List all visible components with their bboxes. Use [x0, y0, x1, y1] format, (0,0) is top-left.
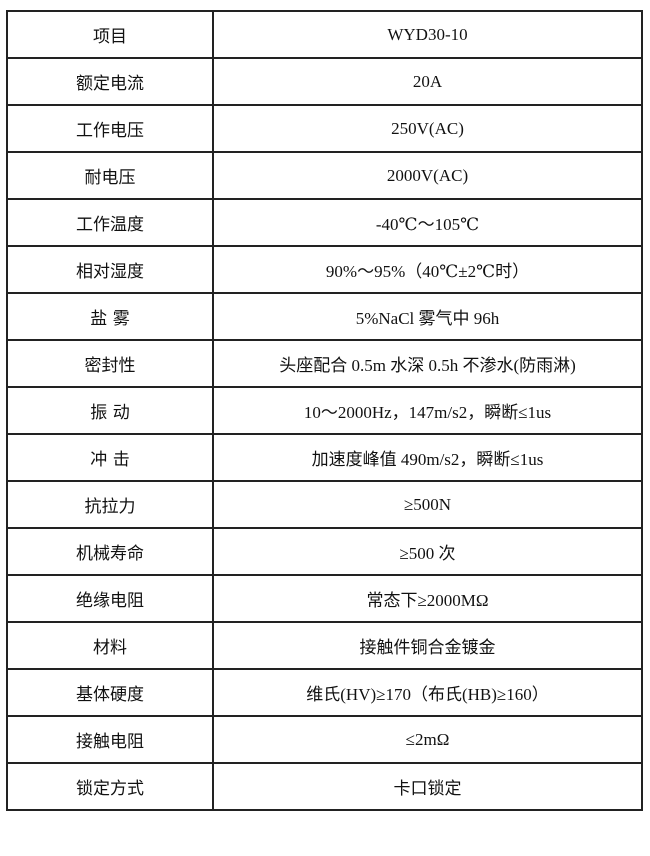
table-row: 密封性 头座配合 0.5m 水深 0.5h 不渗水(防雨淋) — [6, 339, 643, 388]
spec-value: 20A — [212, 57, 643, 106]
spec-value: 10～2000Hz，147m/s2，瞬断≤1us — [212, 386, 643, 435]
spec-label: 密封性 — [6, 339, 214, 388]
spec-value: -40℃～105℃ — [212, 198, 643, 247]
spec-value: 卡口锁定 — [212, 762, 643, 811]
table-row: 项目 WYD30-10 — [6, 10, 643, 59]
spec-value: WYD30-10 — [212, 10, 643, 59]
spec-label: 盐 雾 — [6, 292, 214, 341]
spec-label: 工作电压 — [6, 104, 214, 153]
table-row: 绝缘电阻 常态下≥2000MΩ — [6, 574, 643, 623]
spec-label: 绝缘电阻 — [6, 574, 214, 623]
spec-label: 锁定方式 — [6, 762, 214, 811]
spec-label: 抗拉力 — [6, 480, 214, 529]
spec-label: 冲 击 — [6, 433, 214, 482]
spec-value: ≥500N — [212, 480, 643, 529]
spec-value: 加速度峰值 490m/s2，瞬断≤1us — [212, 433, 643, 482]
table-row: 额定电流 20A — [6, 57, 643, 106]
spec-value: 常态下≥2000MΩ — [212, 574, 643, 623]
spec-label: 相对湿度 — [6, 245, 214, 294]
table-row: 锁定方式 卡口锁定 — [6, 762, 643, 811]
table-row: 接触电阻 ≤2mΩ — [6, 715, 643, 764]
table-row: 工作电压 250V(AC) — [6, 104, 643, 153]
spec-label: 接触电阻 — [6, 715, 214, 764]
spec-label: 基体硬度 — [6, 668, 214, 717]
table-row: 机械寿命 ≥500 次 — [6, 527, 643, 576]
spec-label: 振 动 — [6, 386, 214, 435]
spec-label: 项目 — [6, 10, 214, 59]
spec-label: 机械寿命 — [6, 527, 214, 576]
spec-value: 250V(AC) — [212, 104, 643, 153]
spec-value: 2000V(AC) — [212, 151, 643, 200]
spec-table-body: 项目 WYD30-10 额定电流 20A 工作电压 250V(AC) 耐电压 2000V(AC… — [6, 10, 643, 811]
table-row: 盐 雾 5%NaCl 雾气中 96h — [6, 292, 643, 341]
table-row: 振 动 10～2000Hz，147m/s2，瞬断≤1us — [6, 386, 643, 435]
spec-value: 头座配合 0.5m 水深 0.5h 不渗水(防雨淋) — [212, 339, 643, 388]
spec-value: 5%NaCl 雾气中 96h — [212, 292, 643, 341]
spec-label: 工作温度 — [6, 198, 214, 247]
spec-value: ≥500 次 — [212, 527, 643, 576]
spec-label: 耐电压 — [6, 151, 214, 200]
table-row: 基体硬度 维氏(HV)≥170（布氏(HB)≥160） — [6, 668, 643, 717]
table-row: 抗拉力 ≥500N — [6, 480, 643, 529]
spec-label: 额定电流 — [6, 57, 214, 106]
table-row: 耐电压 2000V(AC) — [6, 151, 643, 200]
spec-value: 90%～95%（40℃±2℃时） — [212, 245, 643, 294]
table-row: 材料 接触件铜合金镀金 — [6, 621, 643, 670]
table-row: 冲 击加速度峰值 490m/s2，瞬断≤1us — [6, 433, 643, 482]
spec-value: ≤2mΩ — [212, 715, 643, 764]
spec-value: 维氏(HV)≥170（布氏(HB)≥160） — [212, 668, 643, 717]
spec-table: 项目 WYD30-10 额定电流 20A 工作电压 250V(AC) 耐电压 2000V(AC… — [6, 10, 643, 811]
table-row: 工作温度 -40℃～105℃ — [6, 198, 643, 247]
spec-label: 材料 — [6, 621, 214, 670]
spec-value: 接触件铜合金镀金 — [212, 621, 643, 670]
table-row: 相对湿度 90%～95%（40℃±2℃时） — [6, 245, 643, 294]
